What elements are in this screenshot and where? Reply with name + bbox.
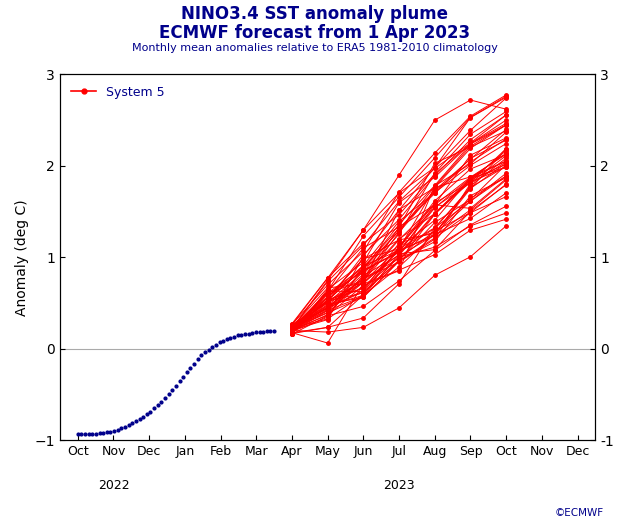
- Text: 2023: 2023: [383, 479, 415, 492]
- Text: 2022: 2022: [97, 479, 130, 492]
- Title: NINO3.4 SST anomaly plume
ECMWF forecast from 1 Apr 2023
Monthly mean anomalies : NINO3.4 SST anomaly plume ECMWF forecast…: [304, 62, 351, 66]
- Y-axis label: Anomaly (deg C): Anomaly (deg C): [15, 199, 29, 316]
- Text: NINO3.4 SST anomaly plume: NINO3.4 SST anomaly plume: [181, 5, 448, 23]
- Text: ECMWF forecast from 1 Apr 2023: ECMWF forecast from 1 Apr 2023: [159, 24, 470, 41]
- Legend: System 5: System 5: [66, 81, 170, 104]
- Text: Monthly mean anomalies relative to ERA5 1981-2010 climatology: Monthly mean anomalies relative to ERA5 …: [131, 43, 498, 53]
- Text: ©ECMWF: ©ECMWF: [555, 508, 604, 518]
